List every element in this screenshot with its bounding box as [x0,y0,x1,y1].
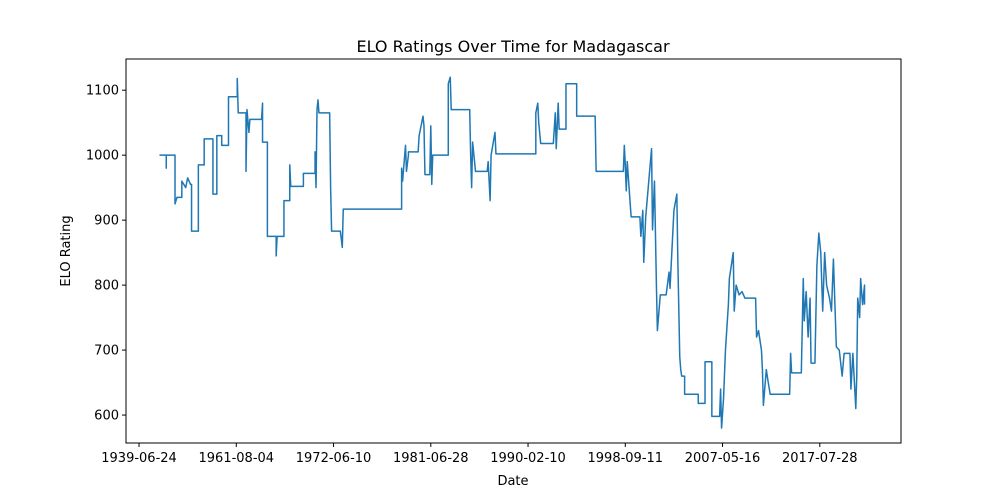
x-tick-label: 1961-08-04 [199,451,275,466]
x-tick-label: 2007-05-16 [685,451,761,466]
chart-title: ELO Ratings Over Time for Madagascar [356,37,670,56]
y-tick-label: 700 [94,344,119,359]
x-axis-label: Date [497,474,528,489]
x-tick-label: 2017-07-28 [782,451,858,466]
y-tick-label: 800 [94,279,119,294]
x-tick-label: 1990-02-10 [490,451,566,466]
x-tick-label: 1939-06-24 [101,451,177,466]
x-tick-label: 1981-06-28 [393,451,469,466]
y-tick-label: 600 [94,409,119,424]
x-tick-label: 1998-09-11 [588,451,664,466]
y-axis-label: ELO Rating [59,215,74,286]
line-series [159,76,866,429]
plot-frame [125,58,902,444]
y-tick-label: 1100 [86,84,119,99]
y-tick-label: 1000 [86,149,119,164]
x-tick-label: 1972-06-10 [296,451,372,466]
y-tick-label: 900 [94,214,119,229]
